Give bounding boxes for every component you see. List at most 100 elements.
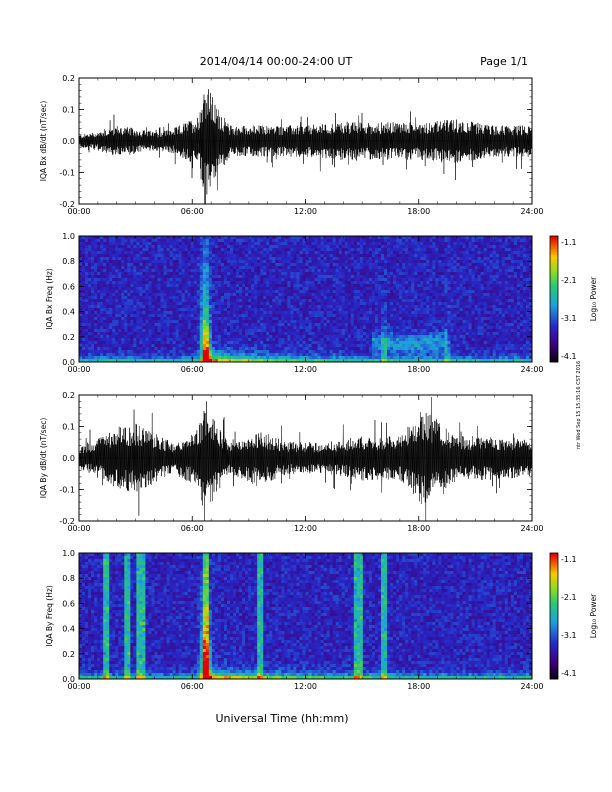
heatmap-cell (411, 272, 415, 276)
heatmap-cell (88, 350, 92, 354)
heatmap-cell (326, 245, 331, 249)
heatmap-cell (175, 329, 180, 333)
heatmap-cell (220, 266, 225, 270)
heatmap-cell (236, 356, 240, 360)
heatmap-cell (365, 239, 370, 243)
heatmap-cell (100, 314, 104, 318)
heatmap-cell (314, 323, 318, 327)
heatmap-cell (133, 239, 137, 243)
heatmap-cell (157, 278, 161, 282)
heatmap-cell (166, 317, 170, 321)
heatmap-cell (281, 353, 285, 357)
heatmap-cell (417, 242, 421, 246)
heatmap-cell (214, 338, 219, 342)
heatmap-cell (266, 266, 270, 270)
heatmap-cell (287, 242, 291, 246)
heatmap-cell (248, 320, 252, 324)
heatmap-cell (245, 311, 249, 315)
heatmap-cell (399, 272, 403, 276)
heatmap-cell (393, 281, 397, 285)
heatmap-cell (284, 236, 288, 240)
heatmap-cell (396, 290, 400, 294)
heatmap-cell (384, 287, 388, 291)
heatmap-cell (254, 266, 258, 270)
heatmap-cell (103, 290, 107, 294)
heatmap-cell (163, 245, 167, 249)
heatmap-cell (190, 335, 195, 339)
heatmap-cell (405, 242, 409, 246)
heatmap-cell (420, 323, 424, 327)
heatmap-cell (260, 272, 264, 276)
heatmap-cell (187, 275, 192, 279)
heatmap-cell (284, 260, 288, 264)
heatmap-cell (199, 242, 204, 246)
heatmap-cell (251, 353, 255, 357)
heatmap-cell (251, 329, 255, 333)
heatmap-cell (106, 281, 110, 285)
heatmap-cell (296, 353, 300, 357)
heatmap-cell (326, 263, 331, 267)
heatmap-cell (184, 317, 189, 321)
heatmap-cell (175, 251, 180, 255)
heatmap-cell (278, 248, 282, 252)
heatmap-cell (148, 242, 152, 246)
heatmap-cell (236, 296, 240, 300)
heatmap-cell (154, 338, 158, 342)
heatmap-cell (365, 272, 370, 276)
heatmap-cell (121, 269, 125, 273)
heatmap-cell (323, 257, 328, 261)
heatmap-cell (178, 350, 183, 354)
heatmap-cell (211, 299, 216, 303)
heatmap-cell (390, 344, 394, 348)
heatmap-cell (408, 356, 412, 360)
heatmap-cell (109, 245, 113, 249)
heatmap-cell (230, 263, 234, 267)
heatmap-cell (417, 269, 421, 273)
heatmap-cell (106, 350, 110, 354)
heatmap-cell (175, 254, 180, 258)
heatmap-cell (396, 260, 400, 264)
heatmap-cell (121, 272, 125, 276)
heatmap-cell (426, 326, 430, 330)
heatmap-cell (130, 275, 134, 279)
heatmap-cell (124, 278, 128, 282)
heatmap-cell (196, 236, 201, 240)
heatmap-cell (112, 329, 116, 333)
heatmap-cell (257, 242, 261, 246)
heatmap-cell (275, 338, 279, 342)
heatmap-cell (175, 281, 180, 285)
heatmap-cell (377, 239, 382, 243)
heatmap-cell (384, 335, 388, 339)
heatmap-cell (381, 311, 385, 315)
heatmap-cell (166, 257, 170, 261)
heatmap-cell (368, 347, 373, 351)
heatmap-cell (414, 257, 418, 261)
heatmap-cell (172, 323, 177, 327)
heatmap-cell (245, 281, 249, 285)
heatmap-cell (181, 281, 186, 285)
heatmap-cell (257, 284, 261, 288)
heatmap-cell (121, 275, 125, 279)
heatmap-cell (368, 251, 373, 255)
heatmap-cell (109, 326, 113, 330)
heatmap-cell (236, 311, 240, 315)
heatmap-cell (260, 269, 264, 273)
heatmap-cell (175, 317, 180, 321)
heatmap-cell (293, 281, 297, 285)
heatmap-cell (251, 296, 255, 300)
heatmap-cell (160, 308, 164, 312)
heatmap-cell (350, 359, 355, 363)
heatmap-cell (245, 257, 249, 261)
heatmap-cell (326, 350, 331, 354)
heatmap-cell (85, 296, 89, 300)
heatmap-cell (214, 239, 219, 243)
heatmap-cell (169, 299, 174, 303)
heatmap-cell (390, 335, 394, 339)
heatmap-cell (269, 275, 273, 279)
heatmap-cell (414, 356, 418, 360)
heatmap-cell (226, 272, 231, 276)
heatmap-cell (338, 251, 343, 255)
heatmap-cell (148, 305, 152, 309)
heatmap-cell (106, 287, 110, 291)
heatmap-cell (187, 281, 192, 285)
